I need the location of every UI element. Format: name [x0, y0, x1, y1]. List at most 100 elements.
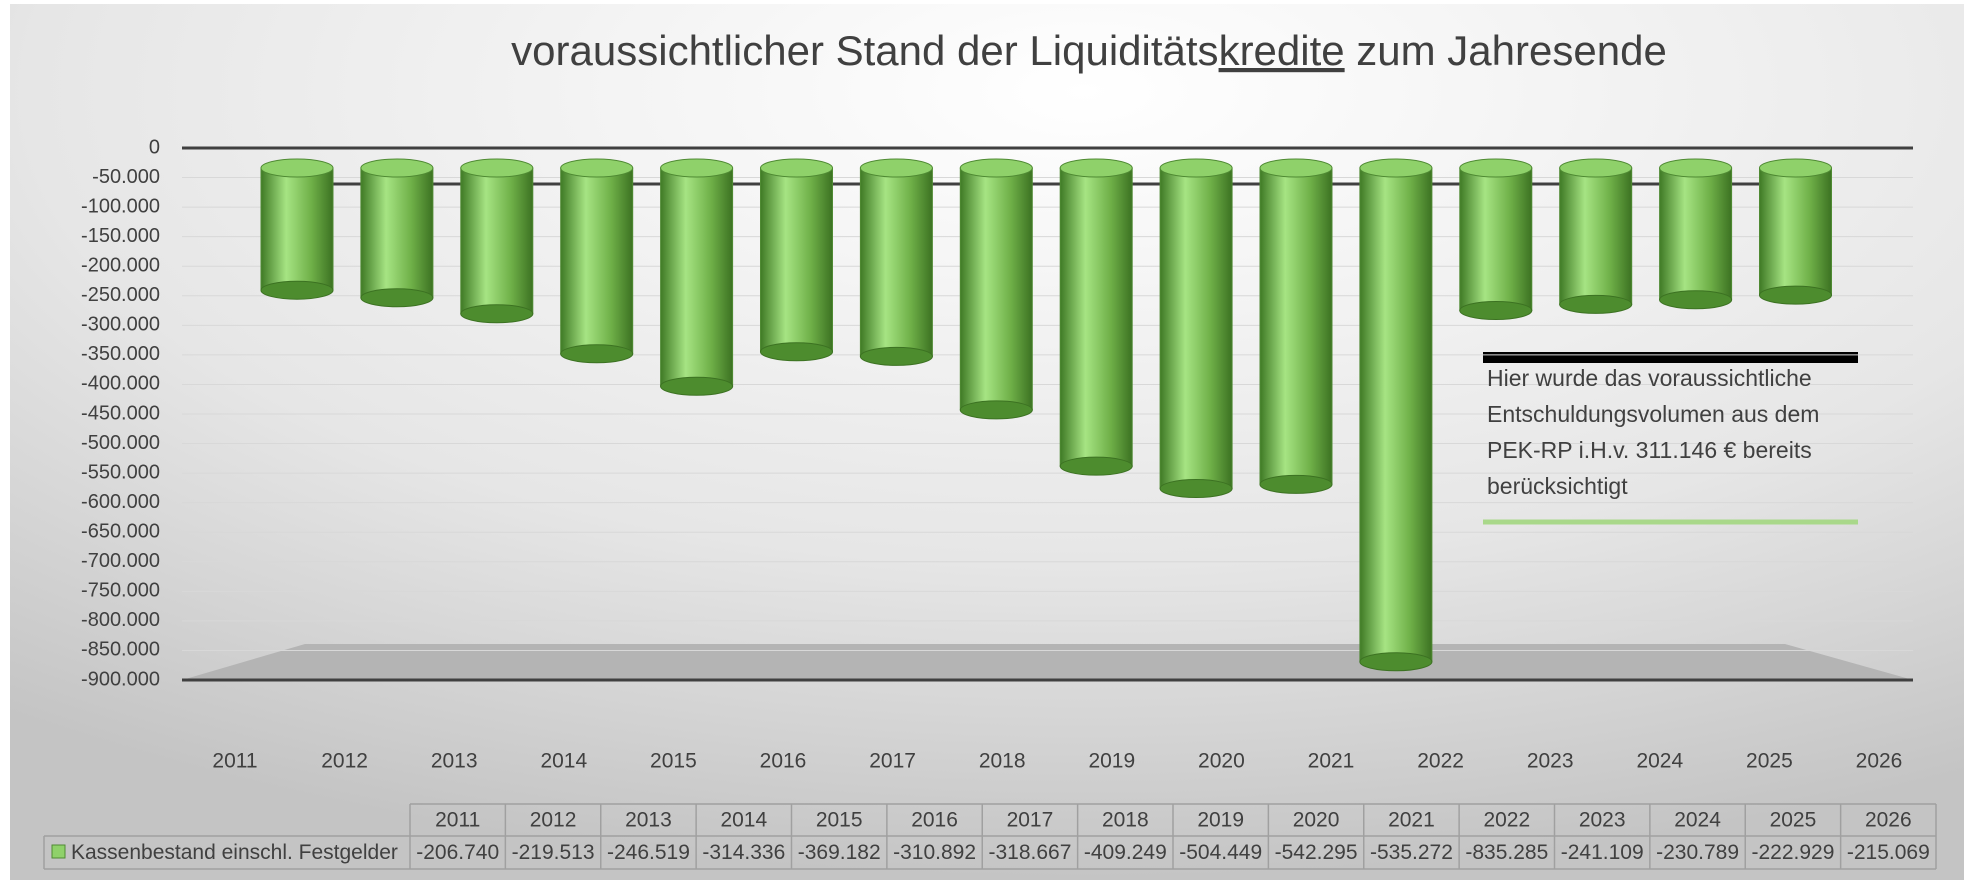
floor	[182, 644, 1913, 680]
table-header: 2018	[1102, 809, 1149, 832]
bar	[1559, 158, 1633, 314]
annotation-text: berücksichtigt	[1487, 473, 1628, 499]
bar-top	[1159, 158, 1233, 178]
table-header: 2024	[1674, 809, 1721, 832]
bar	[460, 158, 534, 324]
y-tick-label: -50.000	[92, 166, 160, 188]
bar-body	[1259, 167, 1333, 485]
table-header: 2017	[1007, 809, 1054, 832]
bar-body	[859, 167, 933, 357]
bar-body	[959, 167, 1033, 411]
background	[10, 4, 1964, 880]
table-header: 2023	[1579, 809, 1626, 832]
bar-bottom	[360, 288, 434, 308]
bar-top	[1759, 158, 1832, 178]
bar-bottom	[560, 344, 634, 364]
y-tick-label: -250.000	[81, 284, 160, 306]
bar-bottom	[1659, 290, 1733, 310]
bar-bottom	[1559, 294, 1633, 314]
table-header: 2019	[1197, 809, 1244, 832]
y-tick-label: -850.000	[81, 639, 160, 661]
bar-top	[660, 158, 734, 178]
y-tick-label: -200.000	[81, 255, 160, 277]
annotation-text: PEK-RP i.H.v. 311.146 € bereits	[1487, 437, 1812, 463]
table-value: -504.449	[1179, 841, 1262, 864]
bar	[859, 158, 933, 366]
y-tick-label: -350.000	[81, 343, 160, 365]
bar-body	[560, 167, 634, 355]
table-value: -222.929	[1751, 841, 1834, 864]
table-value: -310.892	[893, 841, 976, 864]
bar	[1459, 158, 1533, 321]
chart-title: voraussichtlicher Stand der Liquiditätsk…	[511, 27, 1667, 74]
x-tick-label: 2019	[1088, 750, 1135, 773]
x-tick-label: 2022	[1417, 750, 1464, 773]
x-tick-label: 2025	[1746, 750, 1793, 773]
bar-body	[1759, 167, 1832, 296]
table-header: 2016	[911, 809, 958, 832]
bar-body	[1159, 167, 1233, 490]
title-part: kredite	[1219, 27, 1345, 74]
table-value: -542.295	[1275, 841, 1358, 864]
y-tick-label: -900.000	[81, 668, 160, 690]
bar-bottom	[1359, 652, 1433, 672]
table-header: 2020	[1293, 809, 1340, 832]
x-tick-label: 2024	[1636, 750, 1683, 773]
bar	[1659, 158, 1733, 310]
y-tick-label: -600.000	[81, 491, 160, 513]
table-header: 2015	[816, 809, 863, 832]
x-tick-label: 2016	[760, 750, 807, 773]
title-part: zum Jahresende	[1345, 27, 1667, 74]
table-value: -246.519	[607, 841, 690, 864]
table-header: 2011	[435, 809, 480, 832]
bar-top	[560, 158, 634, 178]
bar-body	[660, 167, 734, 387]
legend-label: Kassenbestand einschl. Festgelder	[71, 841, 398, 864]
y-tick-label: -500.000	[81, 432, 160, 454]
table-value: -215.069	[1847, 841, 1930, 864]
bar	[360, 158, 434, 308]
x-tick-label: 2017	[869, 750, 916, 773]
annotation-text: Entschuldungsvolumen aus dem	[1487, 401, 1819, 427]
table-value: -241.109	[1561, 841, 1644, 864]
table-header: 2014	[720, 809, 767, 832]
table-value: -206.740	[416, 841, 499, 864]
bar-bottom	[1159, 479, 1233, 499]
table-header: 2022	[1483, 809, 1530, 832]
y-tick-label: -800.000	[81, 609, 160, 631]
table-header: 2021	[1388, 809, 1435, 832]
bar-body	[460, 167, 534, 315]
bar-top	[1459, 158, 1533, 178]
bar-top	[260, 158, 334, 178]
bar	[959, 158, 1033, 420]
y-tick-label: -400.000	[81, 373, 160, 395]
annotation-text: Hier wurde das voraussichtliche	[1487, 365, 1812, 391]
bar-top	[1059, 158, 1133, 178]
bar-body	[1059, 167, 1133, 467]
table-value: -369.182	[798, 841, 881, 864]
bar-bottom	[959, 400, 1033, 420]
bar-bottom	[660, 376, 734, 396]
bar-top	[460, 158, 534, 178]
bar-body	[260, 167, 334, 291]
x-tick-label: 2021	[1308, 750, 1355, 773]
bar	[1159, 158, 1233, 499]
y-tick-label: -700.000	[81, 550, 160, 572]
bar	[1059, 158, 1133, 476]
bar	[660, 158, 734, 396]
bar	[1259, 158, 1333, 494]
bar-top	[1359, 158, 1433, 178]
legend-swatch	[51, 844, 66, 859]
bar-body	[1559, 167, 1633, 305]
bar	[1359, 158, 1433, 672]
x-tick-label: 2023	[1527, 750, 1574, 773]
bar-bottom	[1459, 301, 1533, 321]
bar-bottom	[760, 342, 833, 362]
bar-bottom	[1259, 474, 1333, 494]
bar	[1759, 158, 1832, 305]
x-tick-label: 2012	[321, 750, 368, 773]
title-part: voraussichtlicher Stand der Liquiditäts	[511, 27, 1218, 74]
y-tick-label: 0	[149, 136, 160, 158]
bar-top	[1559, 158, 1633, 178]
